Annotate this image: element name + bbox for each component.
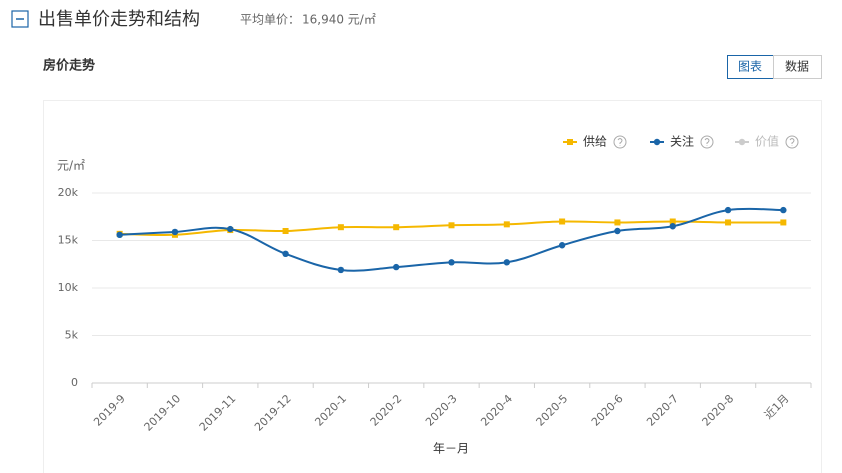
point xyxy=(282,228,289,234)
point xyxy=(393,224,400,231)
section-title: 房价走势 xyxy=(43,58,95,74)
avg-label: 平均单价： xyxy=(240,13,300,27)
legend-label: 供给 xyxy=(583,135,607,149)
point xyxy=(780,219,787,226)
point xyxy=(614,219,621,226)
point xyxy=(227,225,234,233)
x-tick-label: 2020-6 xyxy=(589,392,626,429)
x-tick-label: 2019-10 xyxy=(142,392,184,434)
point xyxy=(116,231,123,238)
tab-data[interactable] xyxy=(773,55,822,79)
help-glyph xyxy=(617,138,623,146)
point xyxy=(392,263,400,271)
point xyxy=(171,228,179,236)
y-tick-label: 15k xyxy=(58,234,79,247)
legend-marker xyxy=(653,138,661,146)
x-tick-label: 2020-5 xyxy=(534,392,571,429)
legend-marker xyxy=(738,138,746,146)
avg-value: 16,940 元/㎡ xyxy=(302,13,376,27)
y-tick-label: 10k xyxy=(58,281,79,294)
legend-label: 价值 xyxy=(755,134,779,149)
y-tick-label: 20k xyxy=(58,186,79,199)
x-tick-label: 2020-8 xyxy=(700,392,737,429)
point xyxy=(448,222,455,229)
help-icon[interactable] xyxy=(613,135,627,149)
x-tick-label: 2019-11 xyxy=(197,392,239,434)
y-axis-title: 元/㎡ xyxy=(57,159,85,173)
point xyxy=(669,218,676,225)
x-tick-label: 2020-1 xyxy=(312,392,349,429)
point xyxy=(780,206,787,214)
help-icon[interactable] xyxy=(700,135,714,149)
x-tick-label: 2020-4 xyxy=(478,392,515,429)
help-glyph xyxy=(789,138,795,146)
x-tick-label: 2020-2 xyxy=(368,392,405,429)
x-tick-label: 2020-3 xyxy=(423,392,460,429)
point xyxy=(503,259,511,266)
x-tick-label: 近1月 xyxy=(762,392,792,422)
y-tick-label: 5k xyxy=(65,329,79,342)
point xyxy=(282,250,289,257)
point xyxy=(724,206,732,214)
point xyxy=(614,227,621,235)
point xyxy=(725,219,732,226)
help-glyph xyxy=(704,138,710,146)
page-title: 出售单价走势和结构 xyxy=(38,9,200,30)
help-icon[interactable] xyxy=(785,135,799,149)
point xyxy=(448,259,455,266)
collapse-icon[interactable] xyxy=(11,10,29,28)
point xyxy=(669,223,676,230)
legend-marker xyxy=(567,139,573,145)
tab-chart-label[interactable]: 图表 xyxy=(738,60,762,74)
tab-data-label[interactable]: 数据 xyxy=(785,59,809,74)
x-axis-title: 年－月 xyxy=(433,442,469,456)
legend-label: 关注 xyxy=(670,134,694,149)
point xyxy=(337,224,344,231)
point xyxy=(558,242,566,249)
point xyxy=(559,218,566,225)
x-tick-label: 2019-9 xyxy=(91,392,128,429)
x-tick-label: 2020-7 xyxy=(644,392,681,429)
y-tick-label: 0 xyxy=(71,376,78,389)
x-tick-label: 2019-12 xyxy=(252,392,294,434)
point xyxy=(337,266,345,274)
point xyxy=(503,221,510,228)
chart-panel xyxy=(43,100,822,473)
